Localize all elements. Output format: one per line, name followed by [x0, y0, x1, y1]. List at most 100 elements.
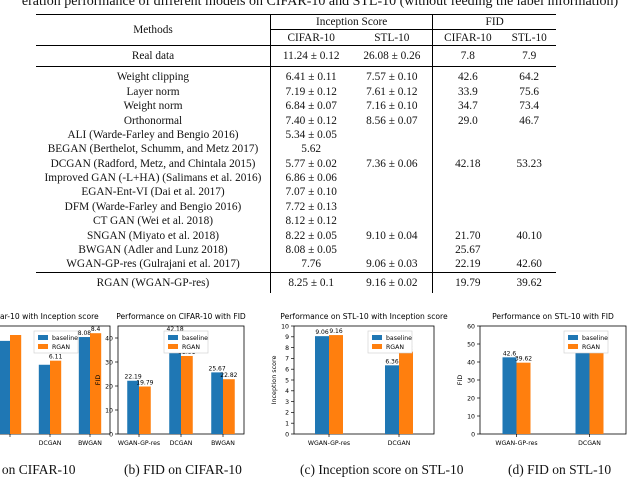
chart-b-cifar-fid: Performance on CIFAR-10 with FID 0 10 20 30 4…: [94, 312, 246, 447]
table-subheader-row: CIFAR-10 STL-10 CIFAR-10 STL-10: [36, 29, 556, 46]
cell-fid-cifar: [433, 171, 503, 185]
legend-swatch: [568, 344, 578, 349]
table-row: DCGAN (Radford, Metz, and Chintala 2015)…: [36, 156, 556, 171]
chart-d-stl-fid: Performance on STL-10 with FID 0 10 20 30 40 5…: [456, 312, 627, 447]
cell-method: BWGAN (Adler and Lunz 2018): [36, 242, 271, 258]
cell-method: Layer norm: [36, 84, 271, 99]
cell-is-stl: 9.10 ± 0.04: [351, 228, 434, 243]
x-tick-label: DCGAN: [388, 440, 411, 447]
chart-title: Performance on STL-10 with Inception sco…: [280, 312, 448, 321]
y-tick-label: 0: [285, 431, 289, 438]
cell-method: SNGAN (Miyato et al. 2018): [36, 228, 271, 243]
legend-swatch: [372, 344, 382, 349]
subheader-fid-cifar: CIFAR-10: [444, 31, 492, 44]
data-label: 39.62: [515, 356, 532, 363]
cell-fid-stl: [502, 171, 556, 185]
cell-method: Weight norm: [36, 98, 271, 114]
table-row: Improved GAN (-L+HA) (Salimans et al. 20…: [36, 170, 556, 186]
cell-is-stl: [351, 170, 434, 186]
cell-fid-stl: [502, 243, 556, 257]
bar-rgan: [516, 362, 531, 434]
cell-is-cifar: 7.07 ± 0.10: [285, 186, 337, 199]
cell-fid-stl: 53.23: [516, 157, 542, 170]
cell-method: CT GAN (Wei et al. 2018): [36, 214, 271, 229]
cell-is-stl: [351, 199, 434, 215]
chart-a-cifar-inception: ar-10 with Inception score DCGAN 6.11 BWGAN…: [0, 312, 111, 447]
cell-method: WGAN-GP-res (Gulrajani et al. 2017): [36, 257, 271, 273]
data-label: 9.06: [315, 329, 329, 336]
x-tick-label: DCGAN: [39, 440, 62, 447]
cell-fid-cifar: [433, 200, 503, 214]
legend-label: RGAN: [386, 344, 404, 351]
results-table-body: Methods Inception Score FID CIFAR-10 STL…: [36, 13, 556, 294]
data-label: 8.08: [78, 330, 92, 337]
table-row: Orthonormal 7.40 ± 0.12 8.56 ± 0.07 29.0 46.…: [36, 113, 556, 128]
cell-is-cifar: 8.25 ± 0.1: [270, 271, 352, 294]
y-tick-label: 0: [109, 431, 113, 438]
bar-rgan: [90, 333, 102, 434]
cell-is-cifar: 7.76: [301, 258, 322, 271]
cell-is-stl: 8.56 ± 0.07: [351, 113, 434, 128]
data-label: 22.82: [220, 372, 237, 379]
y-tick-label: 10: [105, 407, 113, 414]
cell-fid-stl: 75.6: [519, 85, 540, 98]
cell-fid-cifar: 42.18: [455, 157, 481, 170]
bar-baseline: [575, 338, 590, 434]
cell-fid-stl: 40.10: [516, 229, 542, 242]
table-row: BWGAN (Adler and Lunz 2018) 8.08 ± 0.05 25…: [36, 242, 556, 258]
bar-baseline: [315, 336, 329, 434]
bar-rgan: [50, 360, 62, 434]
cell-is-stl: [351, 214, 434, 229]
data-label: 9.16: [329, 328, 343, 335]
header-inception-score: Inception Score: [270, 13, 434, 31]
cell-fid-cifar: 21.70: [455, 229, 481, 242]
chart-c-panel: Performance on STL-10 with Inception sco…: [270, 300, 448, 462]
data-label: 6.36: [385, 358, 399, 365]
header-methods: Methods: [36, 14, 271, 46]
data-label: 19.79: [136, 380, 153, 387]
cell-method: EGAN-Ent-VI (Dai et al. 2017): [36, 185, 271, 200]
caption-b: (b) FID on CIFAR-10: [124, 462, 242, 477]
chart-title: Performance on STL-10 with FID: [492, 312, 614, 321]
chart-a-panel: ar-10 with Inception score DCGAN 6.11 BWGAN…: [0, 300, 152, 462]
legend-swatch: [168, 335, 178, 340]
cell-is-cifar: 8.22 ± 0.05: [285, 229, 337, 242]
y-tick-label: 50: [467, 341, 475, 348]
bar-baseline: [38, 364, 50, 434]
cell-fid-stl: 7.9: [502, 44, 556, 67]
bar-rgan: [399, 351, 413, 434]
cell-fid-cifar: [433, 128, 503, 142]
bar-rgan: [10, 335, 22, 434]
y-tick-label: 20: [105, 383, 113, 390]
cell-is-stl: [351, 242, 434, 258]
cell-fid-stl: [502, 214, 556, 228]
table-row: Real data 11.24 ± 0.12 26.08 ± 0.26 7.8 7.9: [36, 44, 556, 67]
cell-is-stl: 7.61 ± 0.12: [351, 84, 434, 99]
legend-swatch: [38, 344, 48, 349]
bar-rgan: [589, 348, 604, 434]
cell-method: DCGAN (Radford, Metz, and Chintala 2015): [36, 156, 271, 171]
chart-c-stl-inception: Performance on STL-10 with Inception sco…: [270, 312, 448, 447]
cell-fid-cifar: 33.9: [457, 85, 478, 98]
results-table: Methods Inception Score FID CIFAR-10 STL…: [36, 13, 556, 294]
cell-is-stl: 9.16 ± 0.02: [351, 271, 434, 294]
cell-is-cifar: 5.34 ± 0.05: [285, 128, 337, 141]
cell-is-stl: [351, 127, 434, 143]
cell-fid-stl: [502, 185, 556, 199]
x-tick-label: DCGAN: [170, 440, 193, 447]
bar-baseline: [0, 340, 10, 434]
legend-label: baseline: [182, 335, 208, 342]
cell-fid-cifar: 7.8: [432, 44, 503, 67]
chart-d-panel: Performance on STL-10 with FID 0 10 20 30 40 5…: [456, 300, 640, 462]
cell-method: ALI (Warde-Farley and Bengio 2016): [36, 127, 271, 143]
y-tick-label: 6: [285, 367, 289, 374]
subheader-fid-stl: STL-10: [511, 31, 547, 44]
data-label: 6.11: [49, 354, 63, 361]
cell-is-stl: 26.08 ± 0.26: [351, 44, 434, 67]
legend-swatch: [372, 335, 382, 340]
cell-is-stl: 9.06 ± 0.03: [351, 257, 434, 273]
cell-is-cifar: 11.24 ± 0.12: [270, 44, 352, 67]
legend-label: RGAN: [182, 344, 200, 351]
cell-method: BEGAN (Berthelot, Schumm, and Metz 2017): [36, 142, 271, 157]
legend-swatch: [568, 335, 578, 340]
